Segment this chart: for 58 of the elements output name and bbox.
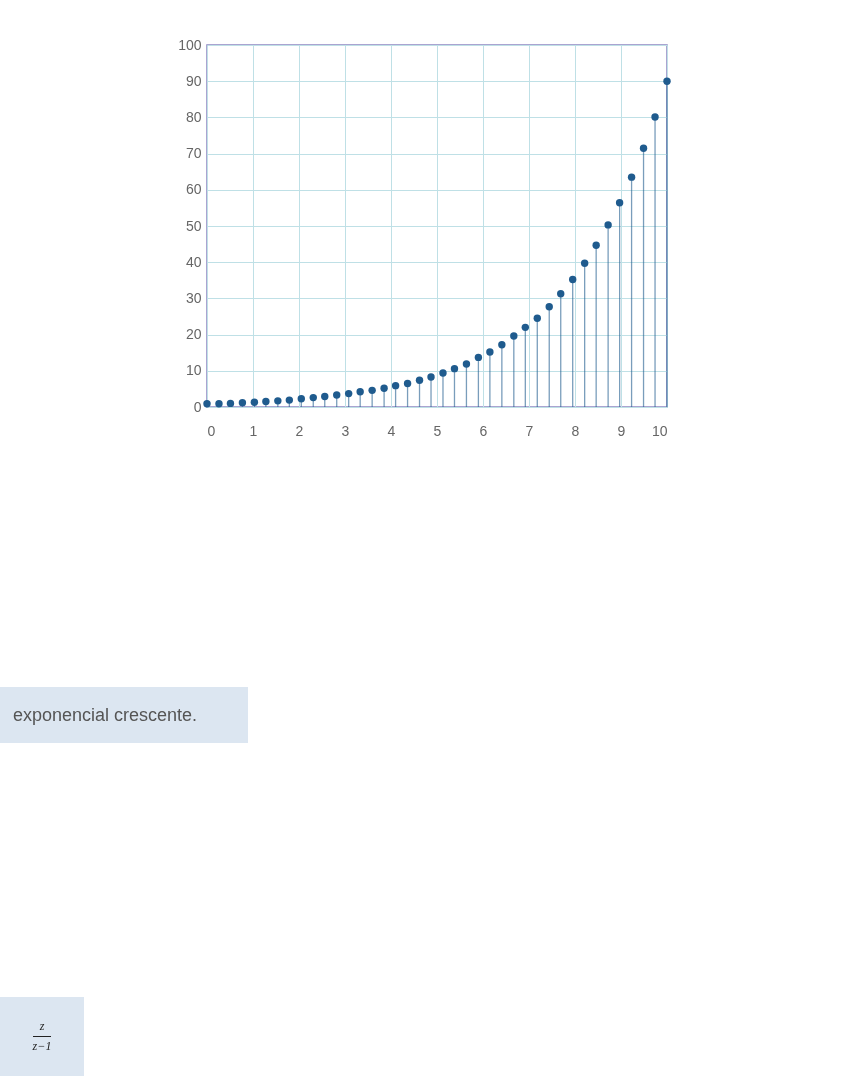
x-tick-label: 3 — [341, 422, 350, 439]
point — [333, 391, 341, 399]
x-tick-label: 10 — [651, 422, 668, 439]
y-tick-label: 80 — [185, 108, 202, 125]
point — [615, 199, 624, 207]
text-box: exponencial crescente. — [0, 687, 248, 743]
point — [285, 396, 294, 404]
x-tick-label: 0 — [207, 422, 216, 439]
x-tick-label: 8 — [571, 422, 580, 439]
point — [557, 289, 565, 298]
point — [462, 360, 471, 368]
point — [568, 275, 577, 284]
point — [651, 113, 659, 121]
point — [580, 259, 589, 267]
point — [627, 173, 636, 181]
point — [486, 348, 494, 356]
y-tick-label: 90 — [185, 72, 202, 89]
point — [380, 384, 388, 392]
x-tick-label: 6 — [479, 422, 488, 439]
point — [297, 394, 306, 403]
y-tick-label: 0 — [193, 398, 202, 415]
y-tick-label: 30 — [185, 289, 202, 306]
x-tick-label: 9 — [617, 422, 626, 439]
point — [403, 379, 412, 388]
x-tick-label: 2 — [295, 422, 304, 439]
x-tick-label: 4 — [387, 422, 396, 439]
x-tick-label: 1 — [249, 422, 258, 439]
point — [510, 332, 518, 340]
y-tick-label: 40 — [185, 253, 202, 270]
point — [427, 373, 435, 381]
y-tick-label: 100 — [178, 36, 202, 53]
point — [639, 144, 648, 152]
point — [604, 221, 612, 229]
point — [545, 303, 553, 311]
point — [344, 389, 353, 398]
point — [663, 77, 671, 85]
point — [498, 341, 506, 349]
x-tick-label: 7 — [525, 422, 534, 439]
point — [450, 364, 459, 373]
y-tick-label: 50 — [185, 217, 202, 234]
point — [321, 392, 329, 401]
y-tick-label: 70 — [185, 145, 202, 162]
point — [474, 353, 483, 362]
point — [533, 314, 541, 323]
point — [368, 386, 376, 395]
formula-box: z z−1 — [0, 997, 84, 1076]
point — [391, 381, 400, 390]
point — [356, 388, 364, 396]
point — [521, 323, 530, 332]
point — [309, 393, 317, 402]
y-tick-label: 20 — [185, 326, 202, 343]
point — [592, 241, 600, 249]
point — [415, 376, 424, 384]
point — [238, 398, 247, 407]
y-tick-label: 10 — [185, 362, 202, 379]
point — [439, 369, 447, 377]
y-tick-label: 60 — [185, 181, 202, 198]
x-tick-label: 5 — [433, 422, 442, 439]
